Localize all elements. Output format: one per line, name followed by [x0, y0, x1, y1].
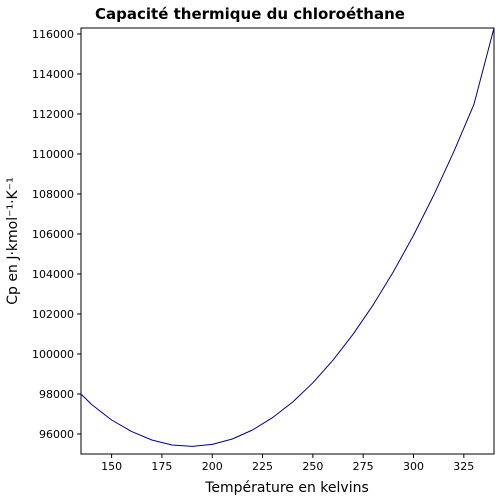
y-tick-label: 104000 — [32, 268, 74, 281]
y-tick-label: 116000 — [32, 28, 74, 41]
chart-title: Capacité thermique du chloroéthane — [95, 5, 405, 23]
x-tick-label: 300 — [403, 460, 424, 473]
y-tick-label: 106000 — [32, 228, 74, 241]
x-tick-label: 250 — [302, 460, 323, 473]
y-tick-label: 102000 — [32, 308, 74, 321]
y-tick-label: 112000 — [32, 108, 74, 121]
series-line — [80, 27, 495, 447]
x-tick-label: 225 — [252, 460, 273, 473]
y-tick-label: 108000 — [32, 188, 74, 201]
y-tick-label: 100000 — [32, 348, 74, 361]
x-tick-label: 200 — [202, 460, 223, 473]
y-axis-ticks: 96000 98000 100000 102000 104000 106000 108000… — [32, 28, 81, 441]
y-tick-label: 96000 — [39, 428, 74, 441]
y-axis-label: Cp en J·kmol⁻¹·K⁻¹ — [5, 177, 21, 304]
y-tick-label: 110000 — [32, 148, 74, 161]
x-axis-ticks: 150 175 200 225 250 275 300 325 — [101, 454, 474, 473]
x-tick-label: 150 — [101, 460, 122, 473]
x-tick-label: 275 — [353, 460, 374, 473]
y-tick-label: 114000 — [32, 68, 74, 81]
plot-frame — [80, 27, 495, 455]
y-tick-label: 98000 — [39, 388, 74, 401]
x-tick-label: 325 — [453, 460, 474, 473]
x-axis-label: Température en kelvins — [204, 480, 369, 496]
x-tick-label: 175 — [151, 460, 172, 473]
series-layer — [80, 27, 495, 447]
